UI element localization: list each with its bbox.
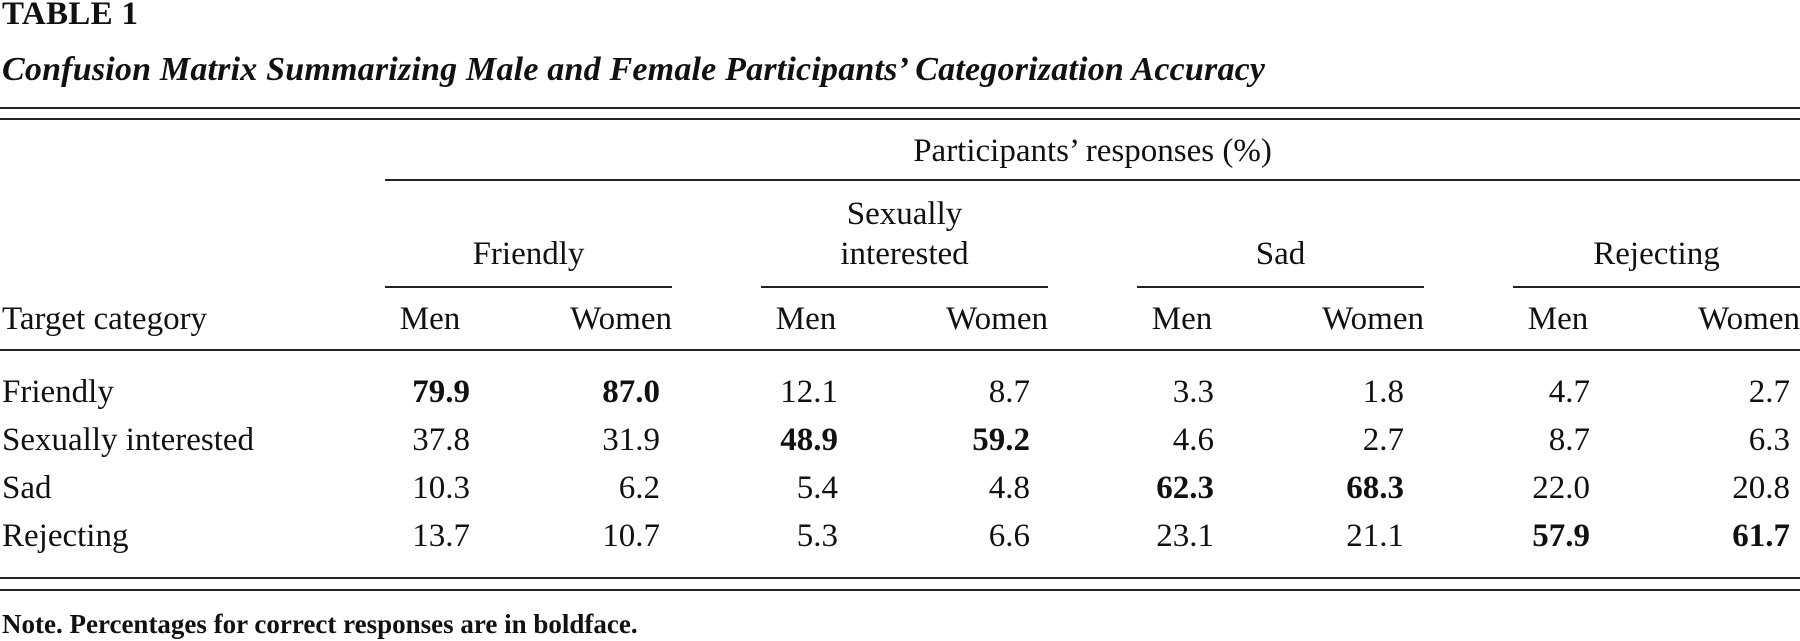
table-cell: 62.3: [1156, 470, 1214, 506]
row-category-label: Friendly: [2, 374, 114, 410]
note-text: Percentages for correct responses are in…: [69, 609, 638, 639]
table-cell: 4.7: [1548, 374, 1590, 410]
row-category-label: Sexually interested: [2, 422, 255, 458]
table-cell: 5.4: [796, 470, 838, 506]
group-rule-sexually: [761, 286, 1048, 288]
spanner-rule: [385, 179, 1800, 181]
group-header-sexually-line1: Sexually: [846, 196, 963, 232]
table-cell: 31.9: [602, 422, 660, 458]
table-cell: 2.7: [1748, 374, 1790, 410]
sub-header-men: Men: [1151, 301, 1213, 337]
group-header-friendly: Friendly: [472, 236, 585, 272]
table-cell: 5.3: [796, 518, 838, 554]
table-cell: 22.0: [1532, 470, 1590, 506]
table-cell: 87.0: [602, 374, 660, 410]
table-cell: 8.7: [988, 374, 1030, 410]
table-cell: 68.3: [1346, 470, 1404, 506]
top-rule: [0, 107, 1800, 109]
table-cell: 10.7: [602, 518, 660, 554]
note-label: Note.: [2, 609, 63, 639]
table-cell: 8.7: [1548, 422, 1590, 458]
group-rule-friendly: [385, 286, 672, 288]
row-category-label: Sad: [2, 470, 52, 506]
top-rule-second: [0, 118, 1800, 120]
group-header-sexually-line2: interested: [840, 236, 969, 272]
table-cell: 20.8: [1732, 470, 1790, 506]
table-cell: 21.1: [1346, 518, 1404, 554]
table-cell: 12.1: [780, 374, 838, 410]
table-cell: 4.8: [988, 470, 1030, 506]
table-note: Note. Percentages for correct responses …: [2, 607, 638, 641]
table-cell: 13.7: [412, 518, 470, 554]
table-cell: 59.2: [972, 422, 1030, 458]
group-rule-rejecting: [1513, 286, 1800, 288]
sub-header-men: Men: [399, 301, 461, 337]
table-cell: 6.2: [618, 470, 660, 506]
group-header-rejecting: Rejecting: [1593, 236, 1720, 272]
table-caption: Confusion Matrix Summarizing Male and Fe…: [2, 51, 1266, 88]
sub-header-women: Women: [1698, 301, 1800, 337]
header-bottom-rule: [0, 349, 1800, 351]
table-cell: 6.3: [1748, 422, 1790, 458]
table-cell: 3.3: [1172, 374, 1214, 410]
table-cell: 61.7: [1732, 518, 1790, 554]
table-label: TABLE 1: [2, 0, 139, 32]
sub-header-men: Men: [775, 301, 837, 337]
table-cell: 6.6: [988, 518, 1030, 554]
table-cell: 23.1: [1156, 518, 1214, 554]
bottom-rule: [0, 577, 1800, 579]
group-rule-sad: [1137, 286, 1424, 288]
table-cell: 10.3: [412, 470, 470, 506]
group-header-sad: Sad: [1255, 236, 1306, 272]
spanner-header: Participants’ responses (%): [913, 133, 1272, 169]
sub-header-women: Women: [946, 301, 1048, 337]
table-cell: 1.8: [1362, 374, 1404, 410]
sub-header-women: Women: [1322, 301, 1424, 337]
table-cell: 79.9: [412, 374, 470, 410]
sub-header-men: Men: [1527, 301, 1589, 337]
table-cell: 4.6: [1172, 422, 1214, 458]
row-category-label: Rejecting: [2, 518, 129, 554]
table-cell: 48.9: [780, 422, 838, 458]
table-cell: 2.7: [1362, 422, 1404, 458]
sub-header-women: Women: [570, 301, 672, 337]
table-cell: 57.9: [1532, 518, 1590, 554]
stub-header: Target category: [2, 301, 208, 337]
table-cell: 37.8: [412, 422, 470, 458]
bottom-rule-second: [0, 589, 1800, 591]
